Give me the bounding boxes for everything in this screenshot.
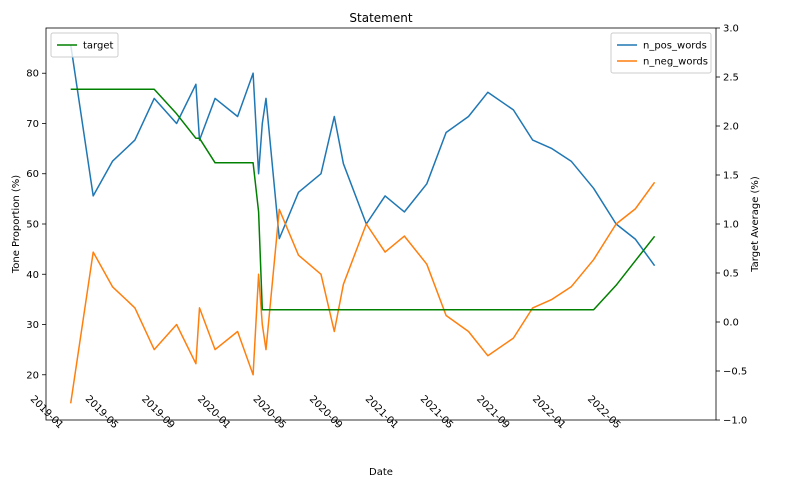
legend-box xyxy=(50,32,119,58)
y-tick-label: 70 xyxy=(26,119,39,130)
y2-tick-label: 3.0 xyxy=(723,24,739,35)
x-tick-label: 2019-09 xyxy=(139,394,176,431)
x-tick-label: 2020-01 xyxy=(195,394,232,431)
legend-label: target xyxy=(83,41,113,52)
chart-title: Statement xyxy=(349,11,412,25)
series-line-target xyxy=(70,88,656,311)
x-tick-label: 2019-01 xyxy=(28,394,65,431)
y2-tick-label: 2.0 xyxy=(723,122,739,133)
y-tick-label: 60 xyxy=(26,169,39,180)
legend-label: n_pos_words xyxy=(643,41,707,52)
y2-tick-label: −1.0 xyxy=(723,416,747,427)
x-tick-label: 2021-09 xyxy=(474,394,511,431)
x-tick-label: 2020-05 xyxy=(251,394,288,431)
x-tick-label: 2022-05 xyxy=(585,394,622,431)
y2-axis-label: Target Average (%) xyxy=(750,176,761,273)
y2-tick-label: 1.5 xyxy=(723,171,739,182)
y2-tick-label: 0.5 xyxy=(723,269,739,280)
legend-box xyxy=(610,32,712,74)
legend-label: n_neg_words xyxy=(643,57,708,68)
y2-tick-label: 0.0 xyxy=(723,318,739,329)
x-tick-label: 2022-01 xyxy=(530,394,567,431)
y-tick-label: 50 xyxy=(26,220,39,231)
y-tick-label: 20 xyxy=(26,370,39,381)
y2-tick-label: 2.5 xyxy=(723,73,739,84)
y-tick-label: 40 xyxy=(26,270,39,281)
series-line-n_neg_words xyxy=(69,181,656,404)
y-tick-label: 30 xyxy=(26,320,39,331)
x-tick-label: 2020-09 xyxy=(307,394,344,431)
legend-target: target xyxy=(50,32,119,58)
axes: 2019-01 2019-05 2019-09 2020-01 2020-05 2020-… xyxy=(26,24,747,432)
x-tick-label: 2019-05 xyxy=(83,394,120,431)
y2-tick-label: 1.0 xyxy=(723,220,739,231)
legend-words: n_pos_words n_neg_words xyxy=(610,32,712,74)
y2-tick-label: −0.5 xyxy=(723,367,747,378)
x-tick-label: 2021-01 xyxy=(363,394,400,431)
series-line-n_pos_words xyxy=(69,44,656,267)
y-axis-label: Tone Proportion (%) xyxy=(11,175,22,274)
x-tick-label: 2021-05 xyxy=(418,394,455,431)
x-axis-label: Date xyxy=(369,467,393,478)
plot-lines xyxy=(69,44,656,404)
y-tick-label: 80 xyxy=(26,69,39,80)
